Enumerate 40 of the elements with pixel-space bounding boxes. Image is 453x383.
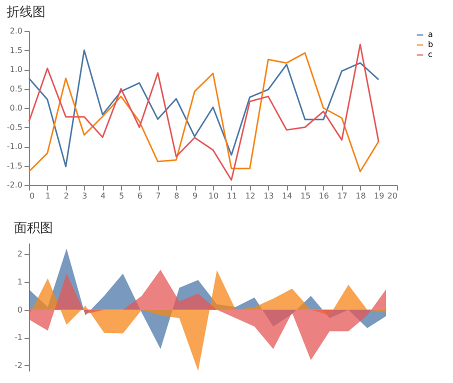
y-tick-label: 0.0 [10, 104, 22, 112]
chart-title: 面积图 [14, 221, 54, 236]
x-tick-label: 17 [337, 192, 348, 200]
x-tick-label: 12 [245, 192, 256, 200]
x-tick-label: 19 [374, 192, 384, 200]
x-tick-label: 20 [387, 192, 398, 200]
y-tick-label: -1 [14, 333, 22, 342]
y-tick-label: 0 [17, 305, 22, 314]
x-tick-label: 18 [356, 192, 366, 200]
x-tick-label: 8 [174, 192, 180, 200]
x-tick-label: 13 [264, 192, 274, 200]
y-tick-label: 2 [17, 250, 22, 259]
legend-label: b [428, 40, 434, 49]
x-tick-label: 11 [226, 192, 237, 200]
x-tick-label: 0 [30, 192, 35, 200]
y-tick-label: 2.0 [10, 26, 22, 36]
x-tick-label: 6 [137, 192, 142, 200]
y-tick-label: 1 [17, 277, 22, 286]
x-tick-label: 2 [64, 192, 69, 200]
x-tick-label: 3 [82, 192, 88, 200]
y-tick-label: -0.5 [6, 122, 22, 132]
x-tick-label: 1 [45, 192, 50, 200]
y-tick-label: -1.5 [6, 161, 22, 170]
x-tick-label: 9 [192, 192, 198, 200]
x-tick-label: 7 [156, 192, 161, 200]
x-tick-label: 16 [318, 192, 329, 200]
x-tick-label: 10 [208, 192, 219, 200]
x-tick-label: 4 [100, 192, 106, 200]
legend-label: c [428, 50, 432, 59]
legend-label: a [428, 30, 433, 39]
x-tick-label: 14 [282, 192, 292, 200]
y-tick-label: 0.5 [10, 84, 22, 94]
x-tick-label: 15 [300, 192, 311, 200]
chart-title: 折线图 [6, 5, 46, 20]
y-tick-label: 1.5 [10, 46, 22, 55]
y-tick-label: -1.0 [6, 142, 22, 151]
y-tick-label: -2 [14, 360, 22, 370]
y-tick-label: 1.0 [10, 65, 22, 74]
y-tick-label: -2.0 [6, 180, 22, 190]
x-tick-label: 5 [118, 192, 124, 200]
